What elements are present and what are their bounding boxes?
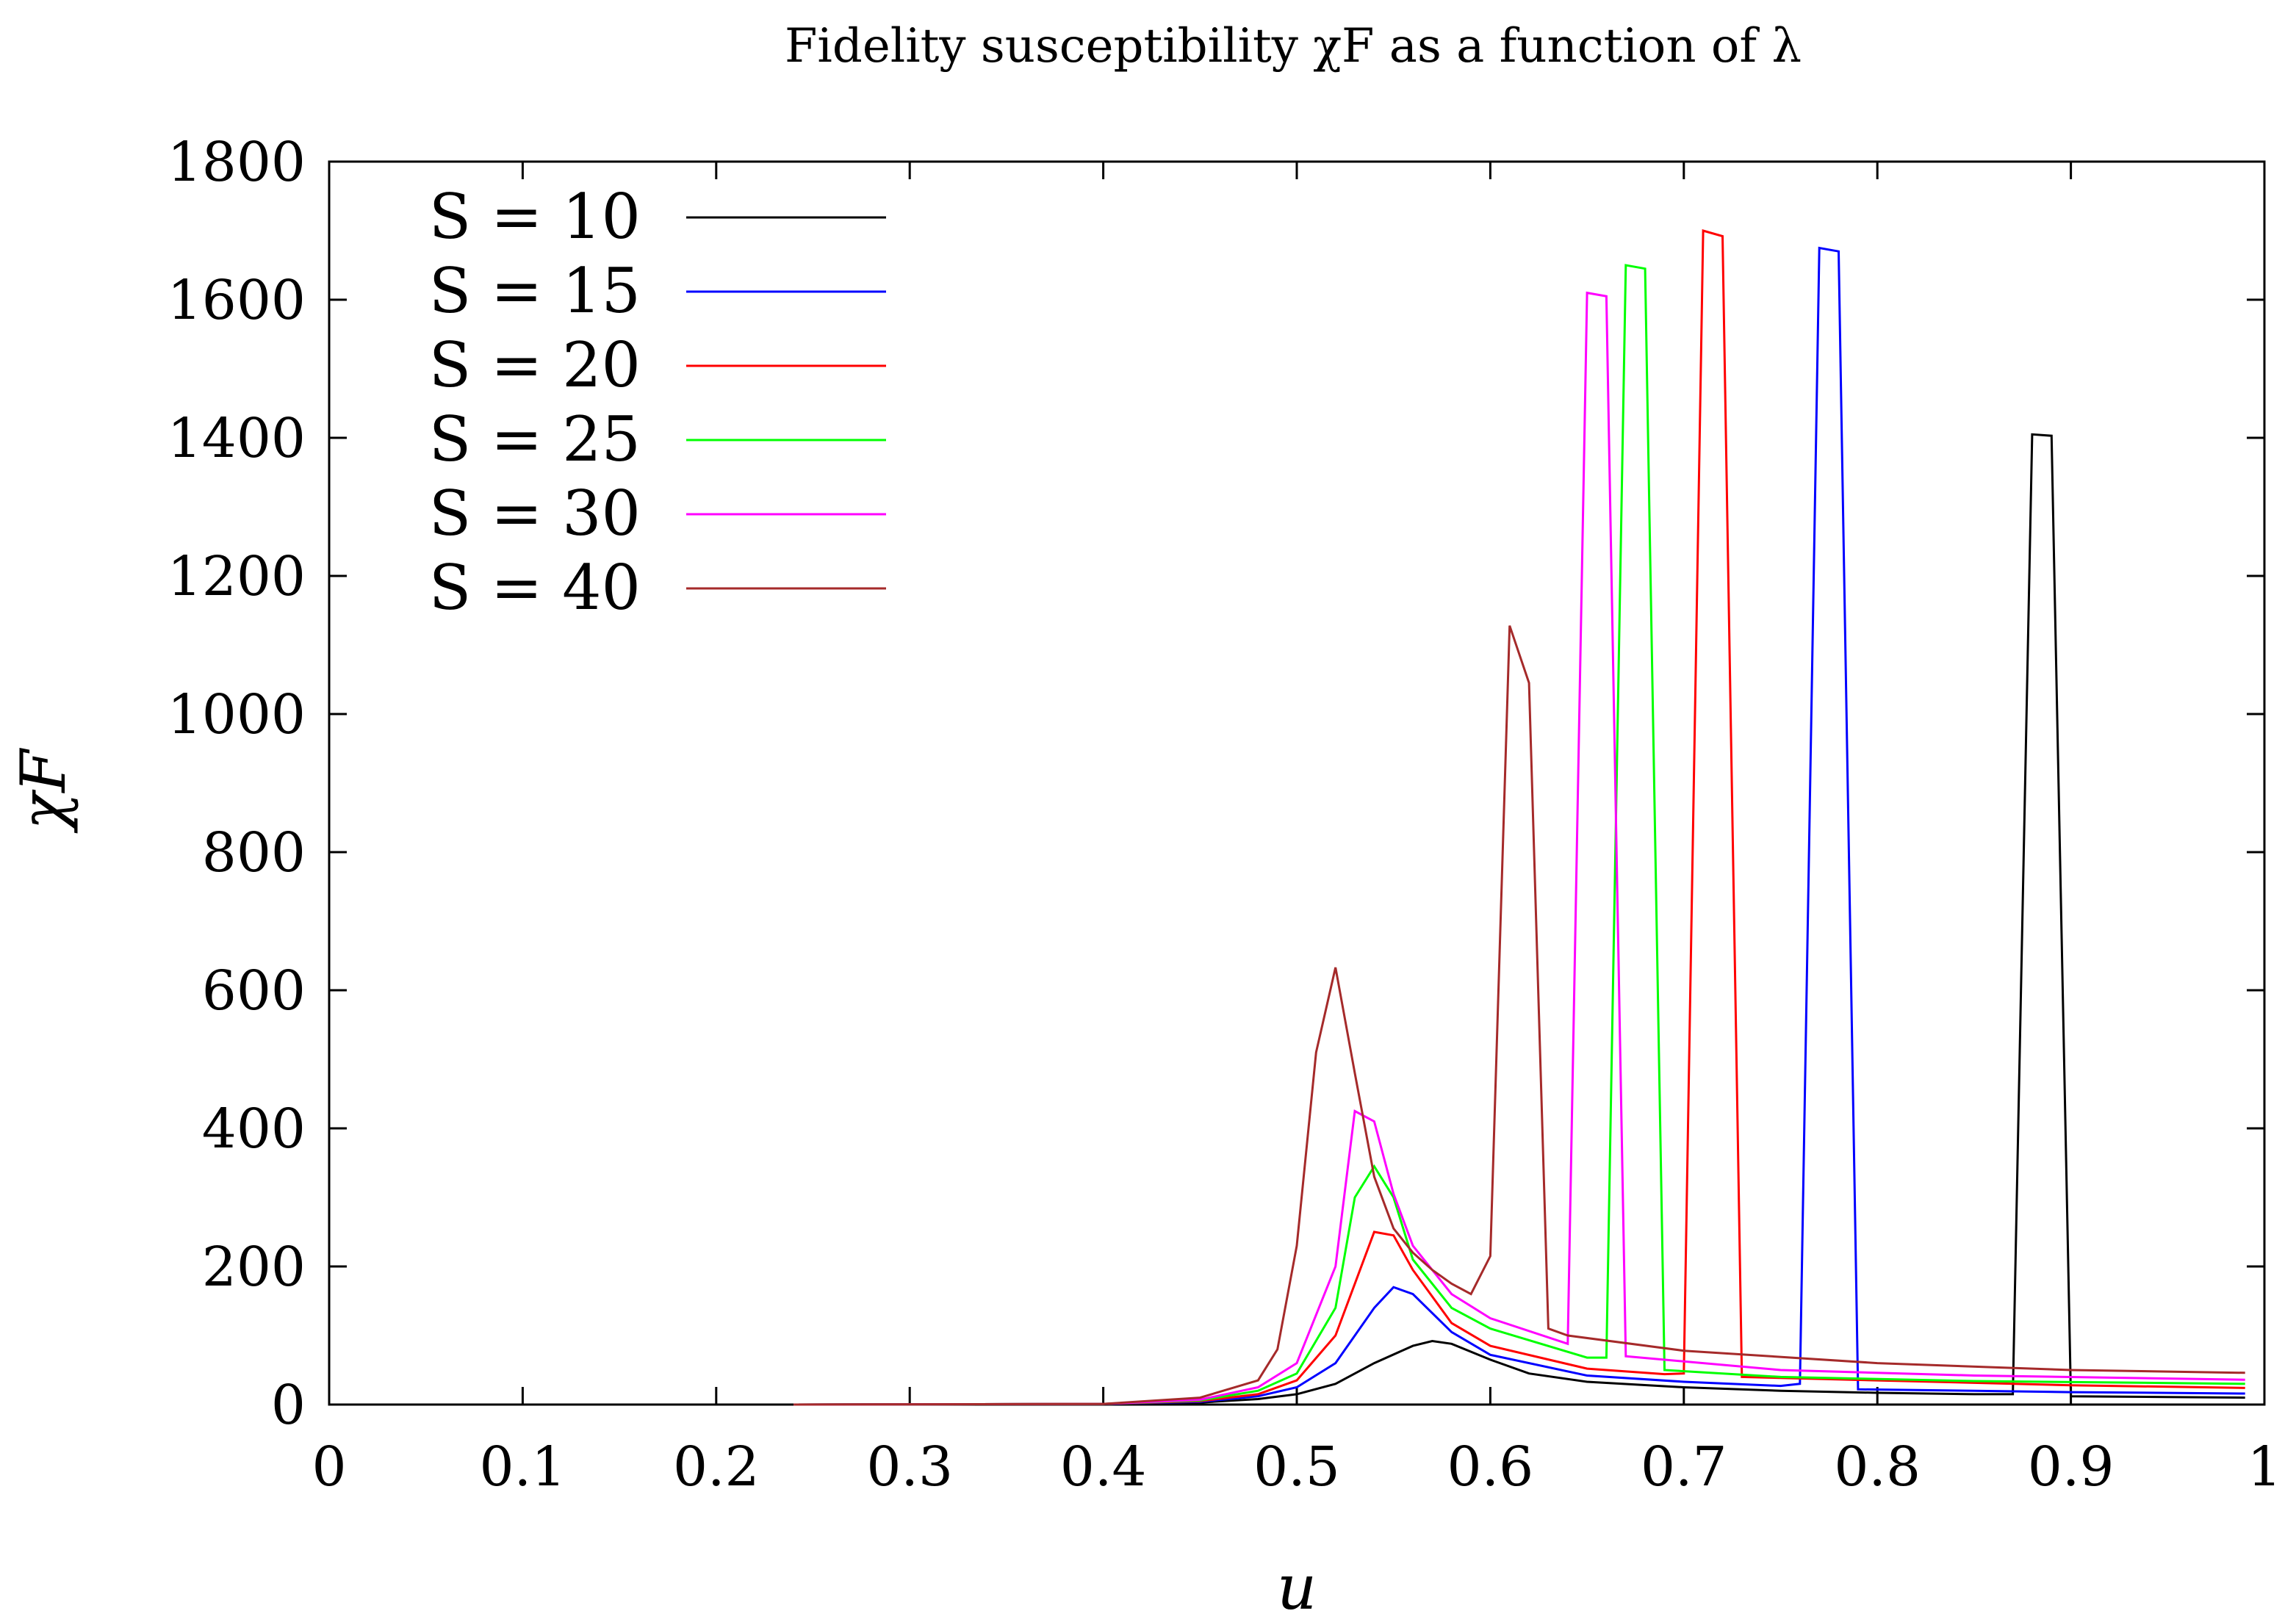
x-tick-label: 0.2 [673,1435,760,1499]
x-tick-label: 0.4 [1060,1435,1147,1499]
series-line-s-20 [793,229,2245,1406]
y-axis-label: χF [7,748,79,834]
legend-label: S = 40 [429,552,641,624]
y-tick-label: 800 [202,821,306,884]
x-tick-label: 0.5 [1253,1435,1340,1499]
series-line-s-30 [793,291,2245,1406]
y-tick-label: 1000 [168,683,306,746]
x-tick-label: 0.3 [866,1435,953,1499]
series-line-s-10 [793,433,2245,1406]
y-tick-label: 400 [202,1097,306,1161]
legend-label: S = 30 [429,477,641,549]
series-lines [793,229,2245,1406]
y-tick-label: 1400 [168,407,306,470]
x-tick-label: 0.8 [1834,1435,1921,1499]
x-tick-label: 0 [312,1435,346,1499]
x-axis-label: u [1277,1551,1317,1622]
y-tick-label: 1200 [168,545,306,608]
y-tick-label: 200 [202,1236,306,1299]
x-tick-label: 1 [2247,1435,2281,1499]
y-tick-label: 0 [271,1374,306,1437]
x-tick-label: 0.1 [480,1435,566,1499]
legend-label: S = 20 [429,329,641,401]
y-axis: 0 200 400 600 800 1000 1200 1400 1600 1800 [168,131,2264,1437]
series-line-s-25 [793,264,2245,1406]
legend-label: S = 10 [429,181,641,253]
x-axis: 0 0.1 0.2 0.3 0.4 0.5 0.6 0.7 0.8 0.9 1 [312,162,2282,1499]
y-tick-label: 1600 [168,269,306,332]
y-tick-label: 1800 [168,131,306,194]
chart-title: Fidelity susceptibility χF as a function… [785,19,1802,73]
legend-label: S = 15 [429,255,641,327]
x-tick-label: 0.7 [1641,1435,1727,1499]
x-tick-label: 0.9 [2028,1435,2115,1499]
series-line-s-15 [793,246,2245,1406]
legend: S = 10S = 15S = 20S = 25S = 30S = 40 [429,181,886,624]
x-tick-label: 0.6 [1447,1435,1534,1499]
series-line-s-40 [793,625,2245,1406]
legend-label: S = 25 [429,403,641,475]
y-tick-label: 600 [202,959,306,1023]
